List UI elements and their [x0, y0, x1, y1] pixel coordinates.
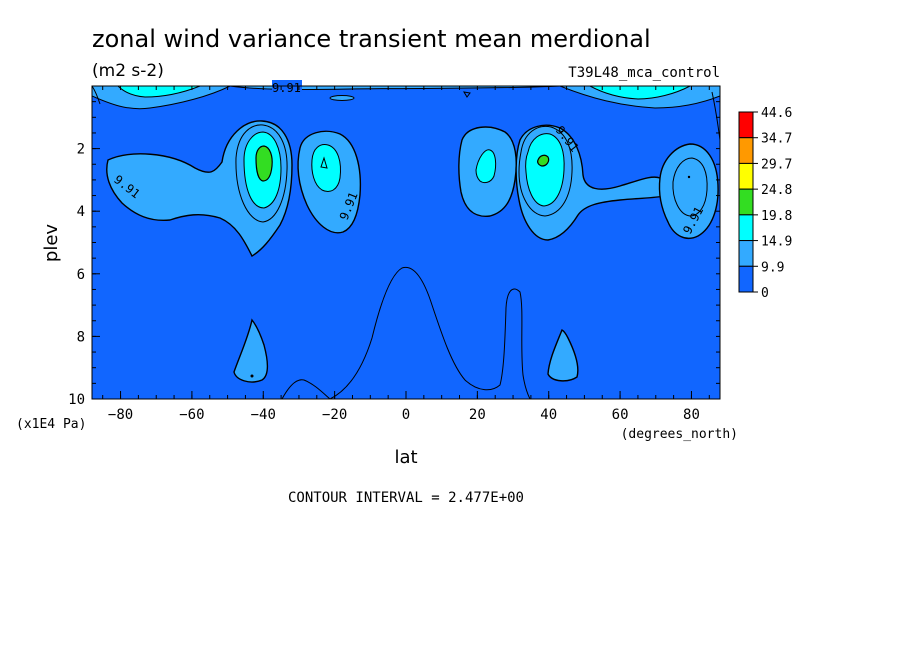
- colorbar-swatch: [738, 214, 754, 242]
- x-tick-label: −40: [251, 407, 276, 423]
- y-axis: 2 4 6 8 10: [68, 142, 100, 408]
- colorbar-swatch: [738, 111, 754, 139]
- colorbar-swatch: [738, 265, 754, 293]
- y-tick-label: 8: [77, 329, 85, 345]
- small-tick-mark: [463, 91, 471, 98]
- contour-line-left-edge: [92, 86, 101, 105]
- south-contour-ring: [235, 124, 288, 223]
- north-core-22N-inner: [475, 149, 497, 184]
- x-tick-label: 80: [683, 407, 700, 423]
- contour-label: 9.91: [272, 81, 301, 95]
- minor-ticks: [92, 86, 720, 399]
- run-label: T39L48_mca_control: [568, 65, 720, 81]
- y-tick-label: 4: [77, 204, 85, 220]
- x-axis-units: (degrees_north): [621, 427, 738, 442]
- y-tick-label: 6: [77, 267, 85, 283]
- south-peak-40S: [255, 145, 273, 182]
- y-axis-units: (x1E4 Pa): [16, 417, 86, 432]
- plot-background: [92, 86, 720, 399]
- contour-interval-label: CONTOUR INTERVAL = 2.477E+00: [288, 490, 524, 506]
- colorbar-label: 24.8: [761, 183, 792, 198]
- colorbar-label: 44.6: [761, 106, 792, 121]
- tiny-dot-south: [250, 374, 254, 378]
- chart-title: zonal wind variance transient mean merdi…: [92, 25, 651, 53]
- colorbar: 44.6 34.7 29.7 24.8 19.8 14.9 9.9 0: [738, 106, 792, 301]
- north-peak-40N: [537, 154, 550, 167]
- south-25S-tick: [320, 156, 328, 169]
- x-axis: −80 −60 −40 −20 0 20 40 60 80: [108, 391, 700, 423]
- y-tick-label: 10: [68, 392, 85, 408]
- y-axis-label: plev: [41, 224, 62, 263]
- x-axis-label: lat: [394, 447, 417, 468]
- x-tick-label: −80: [108, 407, 133, 423]
- top-small-blob: [329, 95, 355, 101]
- north-contour-ring: [518, 125, 573, 217]
- colorbar-label: 14.9: [761, 235, 792, 250]
- contour-line-bottom: [281, 379, 331, 399]
- north-outer-80N-ring: [672, 157, 708, 217]
- chart-subtitle: (m2 s-2): [92, 61, 164, 81]
- colorbar-label: 0: [761, 286, 769, 301]
- x-tick-label: 0: [402, 407, 410, 423]
- colorbar-swatch: [738, 188, 754, 216]
- colorbar-swatch: [738, 162, 754, 190]
- contour-fills: [92, 86, 720, 399]
- x-tick-label: −20: [322, 407, 347, 423]
- x-tick-label: −60: [179, 407, 204, 423]
- tiny-dot-north: [687, 175, 691, 179]
- colorbar-swatch: [738, 240, 754, 267]
- south-lower-tongue: [233, 318, 269, 383]
- colorbar-swatch: [738, 137, 754, 164]
- y-tick-label: 2: [77, 142, 85, 158]
- x-tick-label: 40: [540, 407, 557, 423]
- contour-line-equator: [329, 266, 531, 399]
- x-tick-label: 60: [612, 407, 629, 423]
- colorbar-label: 19.8: [761, 209, 792, 224]
- top-jet-north-inner: [589, 86, 691, 100]
- colorbar-label: 29.7: [761, 157, 792, 172]
- colorbar-label: 34.7: [761, 132, 792, 147]
- colorbar-label: 9.9: [761, 260, 784, 275]
- north-core-40N-inner: [525, 133, 565, 207]
- x-tick-label: 20: [469, 407, 486, 423]
- north-lower-tongue: [547, 329, 579, 382]
